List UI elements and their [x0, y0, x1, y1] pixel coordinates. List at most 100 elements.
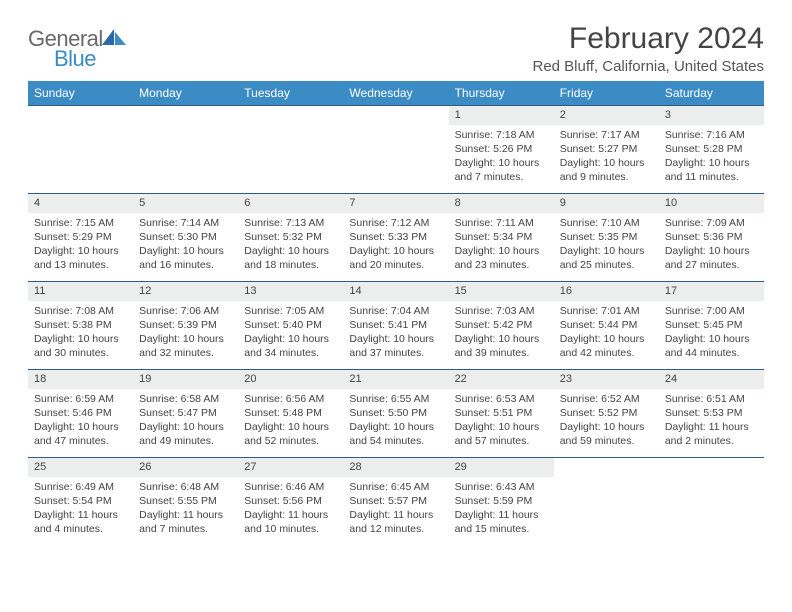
weekday-header: Tuesday [238, 81, 343, 105]
day-body: Sunrise: 7:03 AMSunset: 5:42 PMDaylight:… [449, 301, 554, 367]
daylight-text: Daylight: 10 hours and 18 minutes. [244, 244, 337, 272]
day-body: Sunrise: 6:53 AMSunset: 5:51 PMDaylight:… [449, 389, 554, 455]
day-number: 1 [449, 105, 554, 125]
day-number: 17 [659, 281, 764, 301]
day-number: 12 [133, 281, 238, 301]
day-number: 7 [343, 193, 448, 213]
day-body: Sunrise: 7:14 AMSunset: 5:30 PMDaylight:… [133, 213, 238, 279]
day-number [554, 457, 659, 477]
sunset-text: Sunset: 5:56 PM [244, 494, 337, 508]
title-block: February 2024 Red Bluff, California, Uni… [532, 22, 764, 75]
daylight-text: Daylight: 10 hours and 42 minutes. [560, 332, 653, 360]
calendar-day-cell [659, 457, 764, 545]
day-number: 4 [28, 193, 133, 213]
calendar-day-cell: 7Sunrise: 7:12 AMSunset: 5:33 PMDaylight… [343, 193, 448, 281]
day-body: Sunrise: 6:51 AMSunset: 5:53 PMDaylight:… [659, 389, 764, 455]
day-body: Sunrise: 6:48 AMSunset: 5:55 PMDaylight:… [133, 477, 238, 543]
daylight-text: Daylight: 10 hours and 44 minutes. [665, 332, 758, 360]
sunset-text: Sunset: 5:35 PM [560, 230, 653, 244]
calendar-day-cell: 6Sunrise: 7:13 AMSunset: 5:32 PMDaylight… [238, 193, 343, 281]
sunset-text: Sunset: 5:26 PM [455, 142, 548, 156]
sunset-text: Sunset: 5:29 PM [34, 230, 127, 244]
calendar-day-cell: 17Sunrise: 7:00 AMSunset: 5:45 PMDayligh… [659, 281, 764, 369]
sunrise-text: Sunrise: 7:08 AM [34, 304, 127, 318]
sunrise-text: Sunrise: 7:10 AM [560, 216, 653, 230]
day-number: 2 [554, 105, 659, 125]
calendar-day-cell: 22Sunrise: 6:53 AMSunset: 5:51 PMDayligh… [449, 369, 554, 457]
calendar-day-cell: 25Sunrise: 6:49 AMSunset: 5:54 PMDayligh… [28, 457, 133, 545]
calendar-day-cell: 27Sunrise: 6:46 AMSunset: 5:56 PMDayligh… [238, 457, 343, 545]
weekday-header: Sunday [28, 81, 133, 105]
calendar-day-cell: 12Sunrise: 7:06 AMSunset: 5:39 PMDayligh… [133, 281, 238, 369]
daylight-text: Daylight: 10 hours and 54 minutes. [349, 420, 442, 448]
day-number: 11 [28, 281, 133, 301]
day-body: Sunrise: 6:43 AMSunset: 5:59 PMDaylight:… [449, 477, 554, 543]
day-body: Sunrise: 6:59 AMSunset: 5:46 PMDaylight:… [28, 389, 133, 455]
daylight-text: Daylight: 10 hours and 9 minutes. [560, 156, 653, 184]
daylight-text: Daylight: 10 hours and 27 minutes. [665, 244, 758, 272]
day-body: Sunrise: 7:16 AMSunset: 5:28 PMDaylight:… [659, 125, 764, 191]
sunset-text: Sunset: 5:48 PM [244, 406, 337, 420]
sunrise-text: Sunrise: 6:59 AM [34, 392, 127, 406]
calendar-day-cell: 21Sunrise: 6:55 AMSunset: 5:50 PMDayligh… [343, 369, 448, 457]
logo-sail-icon [101, 28, 127, 46]
daylight-text: Daylight: 11 hours and 4 minutes. [34, 508, 127, 536]
day-number: 6 [238, 193, 343, 213]
page-header: General Blue February 2024 Red Bluff, Ca… [28, 22, 764, 75]
month-title: February 2024 [532, 22, 764, 56]
daylight-text: Daylight: 10 hours and 23 minutes. [455, 244, 548, 272]
day-body: Sunrise: 7:17 AMSunset: 5:27 PMDaylight:… [554, 125, 659, 191]
day-body: Sunrise: 7:15 AMSunset: 5:29 PMDaylight:… [28, 213, 133, 279]
day-number: 24 [659, 369, 764, 389]
calendar-day-cell: 9Sunrise: 7:10 AMSunset: 5:35 PMDaylight… [554, 193, 659, 281]
day-number [133, 105, 238, 125]
day-number: 13 [238, 281, 343, 301]
calendar-day-cell: 11Sunrise: 7:08 AMSunset: 5:38 PMDayligh… [28, 281, 133, 369]
daylight-text: Daylight: 10 hours and 25 minutes. [560, 244, 653, 272]
day-body: Sunrise: 7:09 AMSunset: 5:36 PMDaylight:… [659, 213, 764, 279]
sunset-text: Sunset: 5:46 PM [34, 406, 127, 420]
sunrise-text: Sunrise: 7:05 AM [244, 304, 337, 318]
sunset-text: Sunset: 5:53 PM [665, 406, 758, 420]
day-number: 26 [133, 457, 238, 477]
sunset-text: Sunset: 5:47 PM [139, 406, 232, 420]
sunrise-text: Sunrise: 7:18 AM [455, 128, 548, 142]
calendar-day-cell: 24Sunrise: 6:51 AMSunset: 5:53 PMDayligh… [659, 369, 764, 457]
calendar-day-cell: 15Sunrise: 7:03 AMSunset: 5:42 PMDayligh… [449, 281, 554, 369]
day-number: 15 [449, 281, 554, 301]
calendar-day-cell [28, 105, 133, 193]
day-body: Sunrise: 7:08 AMSunset: 5:38 PMDaylight:… [28, 301, 133, 367]
sunrise-text: Sunrise: 7:00 AM [665, 304, 758, 318]
daylight-text: Daylight: 10 hours and 32 minutes. [139, 332, 232, 360]
sunrise-text: Sunrise: 6:55 AM [349, 392, 442, 406]
sunset-text: Sunset: 5:27 PM [560, 142, 653, 156]
sunrise-text: Sunrise: 7:11 AM [455, 216, 548, 230]
daylight-text: Daylight: 10 hours and 16 minutes. [139, 244, 232, 272]
day-body: Sunrise: 7:10 AMSunset: 5:35 PMDaylight:… [554, 213, 659, 279]
daylight-text: Daylight: 10 hours and 11 minutes. [665, 156, 758, 184]
sunset-text: Sunset: 5:50 PM [349, 406, 442, 420]
sunrise-text: Sunrise: 7:01 AM [560, 304, 653, 318]
sunrise-text: Sunrise: 6:53 AM [455, 392, 548, 406]
weekday-header: Saturday [659, 81, 764, 105]
sunset-text: Sunset: 5:33 PM [349, 230, 442, 244]
calendar-day-cell [238, 105, 343, 193]
day-number [28, 105, 133, 125]
calendar-day-cell: 28Sunrise: 6:45 AMSunset: 5:57 PMDayligh… [343, 457, 448, 545]
daylight-text: Daylight: 10 hours and 20 minutes. [349, 244, 442, 272]
calendar-day-cell: 19Sunrise: 6:58 AMSunset: 5:47 PMDayligh… [133, 369, 238, 457]
calendar-day-cell: 14Sunrise: 7:04 AMSunset: 5:41 PMDayligh… [343, 281, 448, 369]
daylight-text: Daylight: 10 hours and 37 minutes. [349, 332, 442, 360]
day-body: Sunrise: 7:01 AMSunset: 5:44 PMDaylight:… [554, 301, 659, 367]
sunrise-text: Sunrise: 6:45 AM [349, 480, 442, 494]
calendar-week-row: 25Sunrise: 6:49 AMSunset: 5:54 PMDayligh… [28, 457, 764, 545]
day-number [343, 105, 448, 125]
sunrise-text: Sunrise: 7:13 AM [244, 216, 337, 230]
day-number: 27 [238, 457, 343, 477]
sunrise-text: Sunrise: 6:43 AM [455, 480, 548, 494]
sunset-text: Sunset: 5:54 PM [34, 494, 127, 508]
sunset-text: Sunset: 5:39 PM [139, 318, 232, 332]
calendar-day-cell: 10Sunrise: 7:09 AMSunset: 5:36 PMDayligh… [659, 193, 764, 281]
sunrise-text: Sunrise: 6:46 AM [244, 480, 337, 494]
calendar-day-cell: 8Sunrise: 7:11 AMSunset: 5:34 PMDaylight… [449, 193, 554, 281]
